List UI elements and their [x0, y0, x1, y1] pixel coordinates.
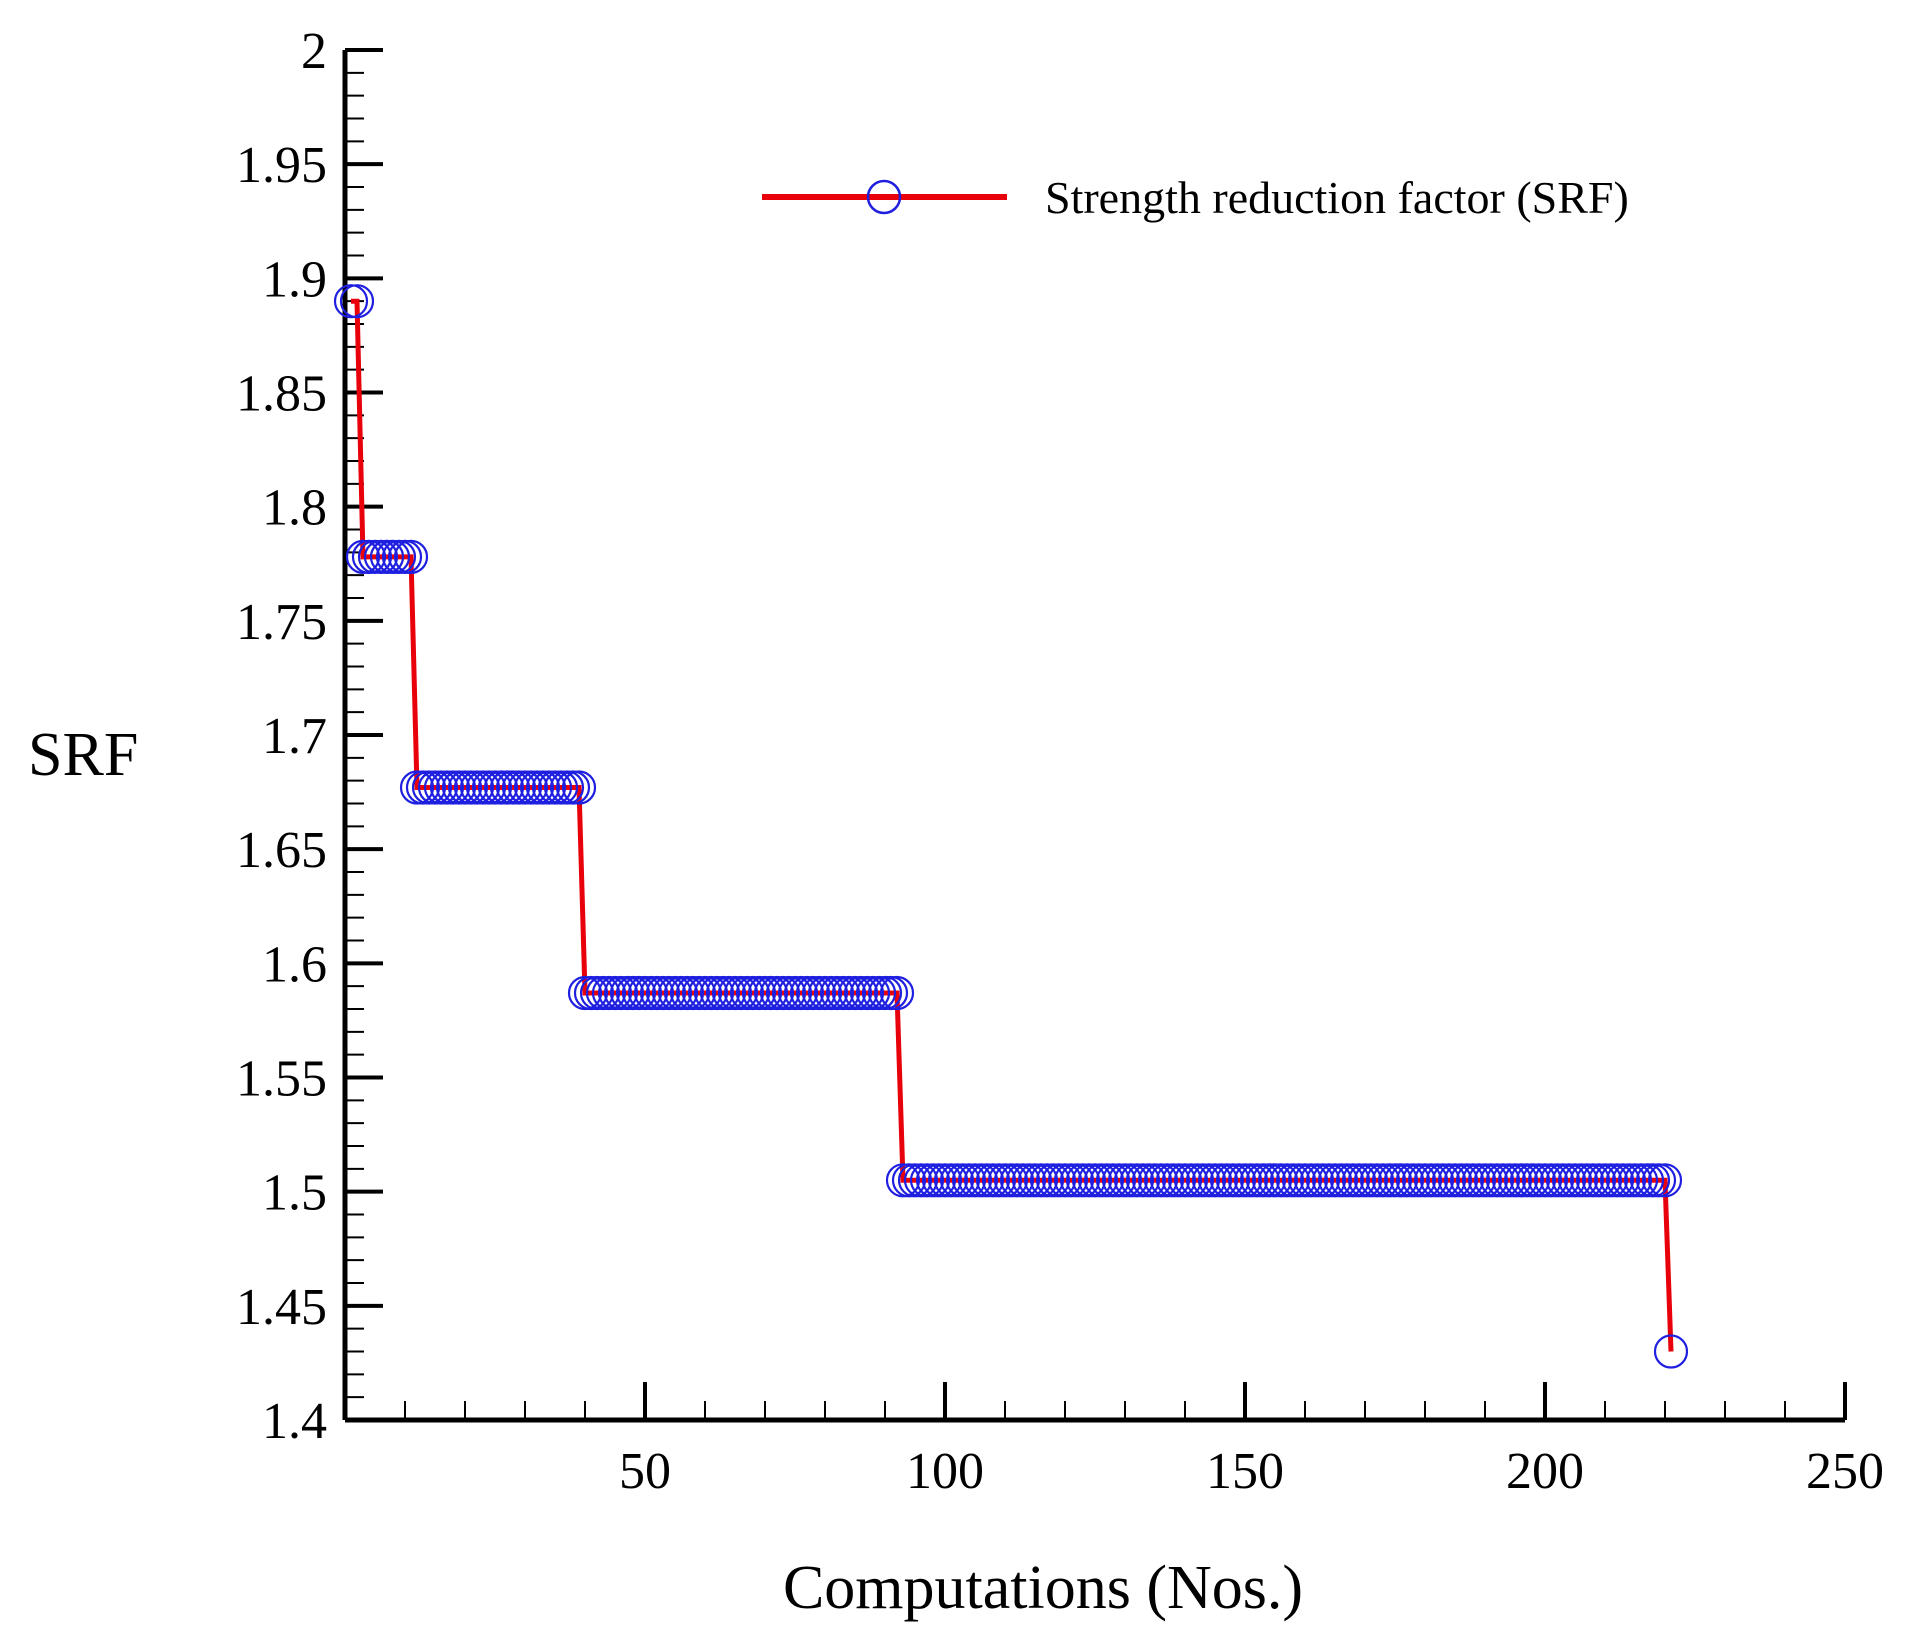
y-tick-label: 1.75 [236, 594, 327, 651]
y-tick-label: 1.9 [262, 251, 327, 308]
y-tick-label: 1.4 [262, 1393, 327, 1450]
srf-data-point [1647, 1163, 1683, 1198]
y-tick-label: 1.6 [262, 936, 327, 993]
srf-data-point [393, 539, 429, 575]
ticks [343, 48, 1847, 1422]
y-tick-label: 1.7 [262, 708, 327, 765]
x-tick-label: 200 [1506, 1443, 1584, 1500]
legend-marker-swatch [866, 179, 902, 215]
y-axis-title: SRF [28, 721, 138, 789]
y-tick-label: 1.65 [236, 822, 327, 879]
axes-frame [342, 50, 1845, 1423]
y-tick-label: 2 [301, 23, 327, 80]
x-tick-label: 150 [1206, 1443, 1284, 1500]
srf-data-point [1653, 1334, 1689, 1369]
y-tick-label: 1.85 [236, 366, 327, 423]
y-tick-label: 1.8 [262, 480, 327, 537]
x-tick-label: 250 [1806, 1443, 1884, 1500]
y-tick-label: 1.5 [262, 1165, 327, 1222]
x-tick-label: 100 [906, 1443, 984, 1500]
srf-data-point [339, 284, 375, 319]
y-tick-label: 1.95 [236, 137, 327, 194]
y-tick-label: 1.45 [236, 1279, 327, 1336]
tick-labels: 1.4 1.45 1.5 1.55 1.6 1.65 1.7 1.75 1.8 1.85 1.9 1.… [236, 23, 1884, 1500]
plot-area [333, 284, 1689, 1369]
legend: Strength reduction factor (SRF) [762, 172, 1629, 223]
srf-data-point [879, 975, 915, 1011]
x-tick-label: 50 [619, 1443, 671, 1500]
y-tick-label: 1.55 [236, 1051, 327, 1108]
srf-data-point [561, 770, 597, 805]
x-axis-title: Computations (Nos.) [783, 1554, 1303, 1622]
legend-label: Strength reduction factor (SRF) [1045, 172, 1629, 223]
